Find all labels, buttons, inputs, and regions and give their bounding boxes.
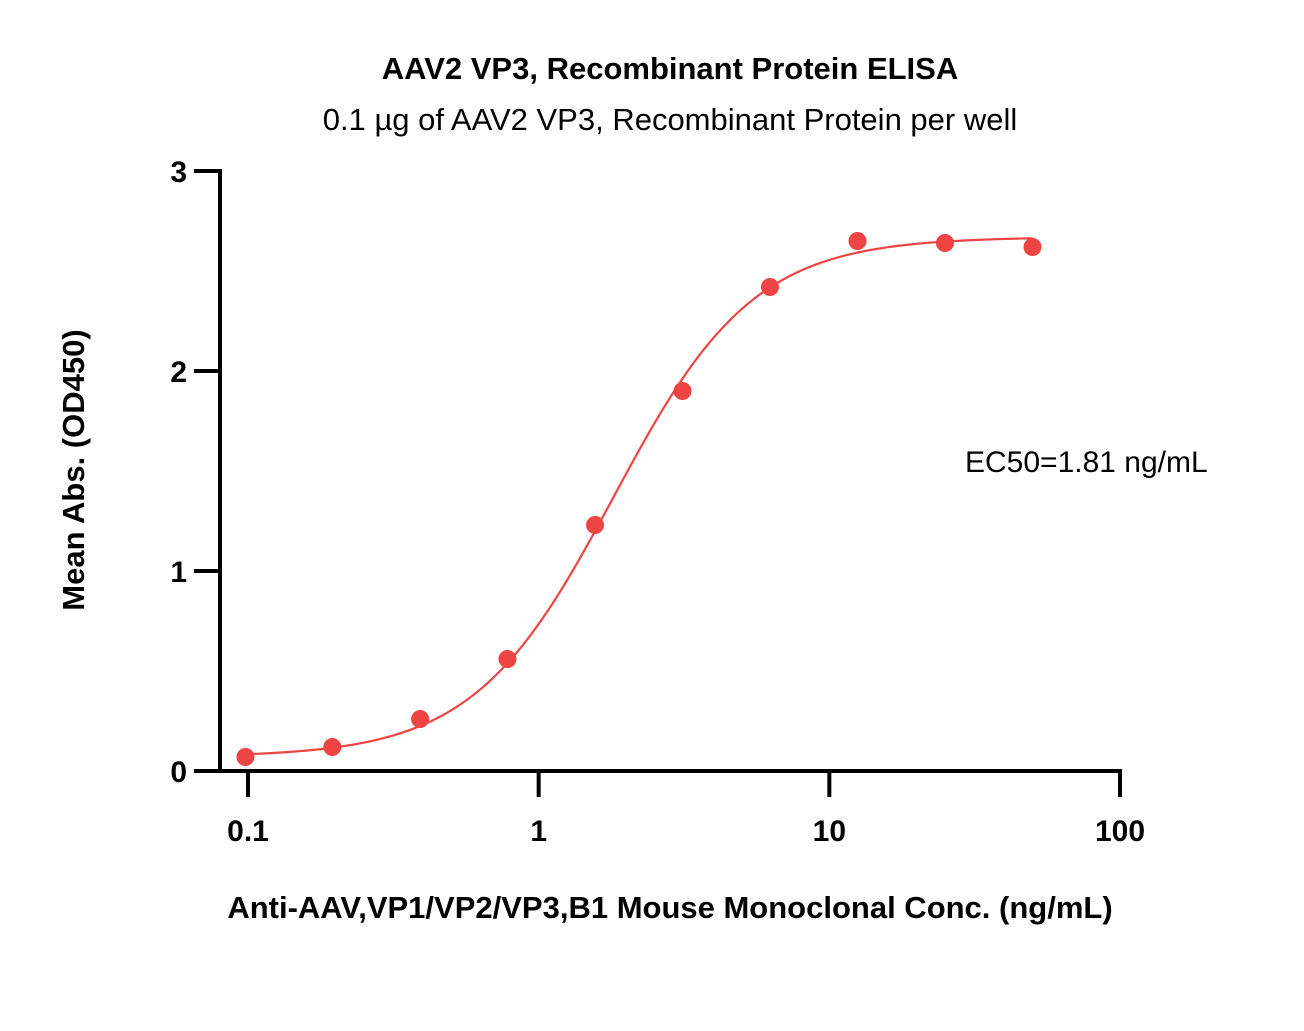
y-tick-label: 0: [170, 756, 187, 789]
data-point: [411, 710, 430, 728]
data-point: [1023, 238, 1042, 256]
x-axis-label: Anti-AAV,VP1/VP2/VP3,B1 Mouse Monoclonal…: [227, 890, 1112, 925]
data-point: [498, 650, 517, 668]
y-tick-label: 2: [170, 356, 187, 389]
data-point: [936, 234, 955, 252]
ec50-annotation: EC50=1.81 ng/mL: [965, 446, 1208, 479]
data-point: [586, 516, 605, 534]
fit-curve: [245, 237, 1033, 756]
data-point: [323, 738, 342, 756]
chart-subtitle: 0.1 µg of AAV2 VP3, Recombinant Protein …: [323, 102, 1018, 137]
y-tick-label: 1: [170, 556, 187, 589]
data-point: [673, 382, 692, 400]
ticks: 0 1 2 3 0.1 1 10 100: [170, 156, 1145, 848]
x-tick-label: 100: [1095, 815, 1145, 848]
y-tick-label: 3: [170, 156, 187, 189]
data-points-group: [236, 232, 1042, 766]
x-tick-label: 1: [530, 815, 547, 848]
y-axis-label: Mean Abs. (OD450): [56, 329, 91, 610]
x-tick-label: 0.1: [227, 815, 269, 848]
fit-curve-group: [245, 237, 1033, 756]
chart-title: AAV2 VP3, Recombinant Protein ELISA: [382, 51, 958, 86]
axes: [218, 169, 1122, 773]
x-tick-label: 10: [813, 815, 846, 848]
data-point: [236, 748, 255, 766]
data-point: [761, 278, 780, 296]
data-point: [848, 232, 867, 250]
